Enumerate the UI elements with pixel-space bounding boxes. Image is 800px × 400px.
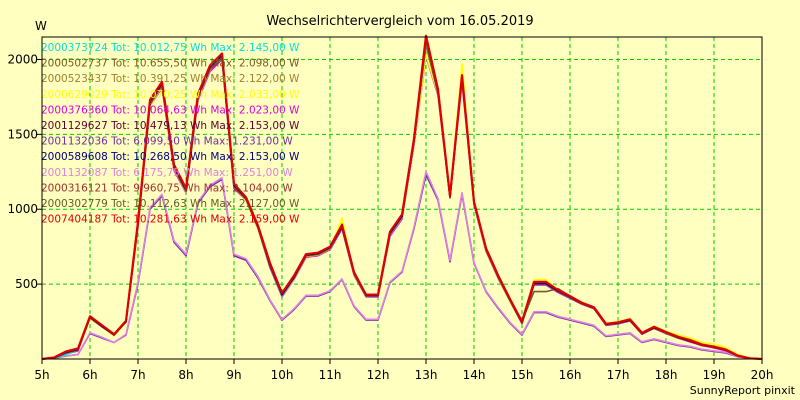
- x-tick-label: 14h: [463, 368, 486, 382]
- x-tick-label: 6h: [82, 368, 97, 382]
- x-tick-label: 11h: [319, 368, 342, 382]
- x-tick-label: 7h: [130, 368, 145, 382]
- x-tick-label: 18h: [655, 368, 678, 382]
- legend-entry: 2001132036 Tot: 6.099,50 Wh Max: 1.231,0…: [41, 136, 293, 148]
- legend: 2000373724 Tot: 10.012,75 Wh Max: 2.145,…: [41, 42, 300, 226]
- x-tick-label: 9h: [226, 368, 241, 382]
- x-tick-label: 10h: [271, 368, 294, 382]
- x-tick-label: 20h: [751, 368, 774, 382]
- legend-entry: 2000376360 Tot: 10.064,63 Wh Max: 2.023,…: [41, 104, 300, 116]
- legend-entry: 2000589608 Tot: 10.268,50 Wh Max: 2.153,…: [41, 151, 300, 163]
- legend-entry: 2000373724 Tot: 10.012,75 Wh Max: 2.145,…: [41, 42, 300, 54]
- x-tick-label: 12h: [367, 368, 390, 382]
- series-line: [41, 34, 763, 361]
- y-tick-label: 2000: [7, 52, 38, 66]
- x-tick-label: 5h: [34, 368, 49, 382]
- x-tick-label: 19h: [703, 368, 726, 382]
- footer-credit: SunnyReport pinxit: [690, 384, 796, 397]
- legend-entry: 2000523437 Tot: 10.391,25 Wh Max: 2.122,…: [41, 73, 300, 85]
- legend-entry: 2000302779 Tot: 10.112,63 Wh Max: 2.127,…: [41, 198, 300, 210]
- x-tick-label: 13h: [415, 368, 438, 382]
- y-axis-label: W: [35, 19, 47, 33]
- x-tick-label: 15h: [511, 368, 534, 382]
- y-tick-label: 1500: [7, 127, 38, 141]
- legend-entry: 2001129627 Tot: 10.479,13 Wh Max: 2.153,…: [41, 120, 300, 132]
- x-tick-label: 8h: [178, 368, 193, 382]
- series-line: [41, 170, 763, 360]
- plot-frame: [41, 36, 763, 360]
- legend-entry: 2007404187 Tot: 10.281,63 Wh Max: 2.159,…: [41, 214, 300, 226]
- y-tick-label: 1000: [7, 202, 38, 216]
- legend-entry: 2000316121 Tot: 9.960,75 Wh Max: 2.104,0…: [41, 182, 293, 194]
- chart-title: Wechselrichtervergleich vom 16.05.2019: [266, 14, 533, 29]
- x-axis-ticks: 5h 6h 7h 8h 9h 10h 11h 12h 13h 14h 15h 16h 17h 18h 19h…: [34, 359, 773, 382]
- y-axis-ticks: 500 1000 1500 2000: [7, 52, 42, 291]
- x-tick-label: 16h: [559, 368, 582, 382]
- x-tick-label: 17h: [607, 368, 630, 382]
- legend-entry: 2001132087 Tot: 6.175,75 Wh Max: 1.251,0…: [41, 167, 293, 179]
- legend-entry: 2000502737 Tot: 10.655,50 Wh Max: 2.098,…: [41, 58, 300, 70]
- series-lines: [41, 34, 763, 361]
- legend-entry: 2000629029 Tot: 10.070,25 Wh Max: 2.033,…: [41, 89, 300, 101]
- y-tick-label: 500: [15, 277, 38, 291]
